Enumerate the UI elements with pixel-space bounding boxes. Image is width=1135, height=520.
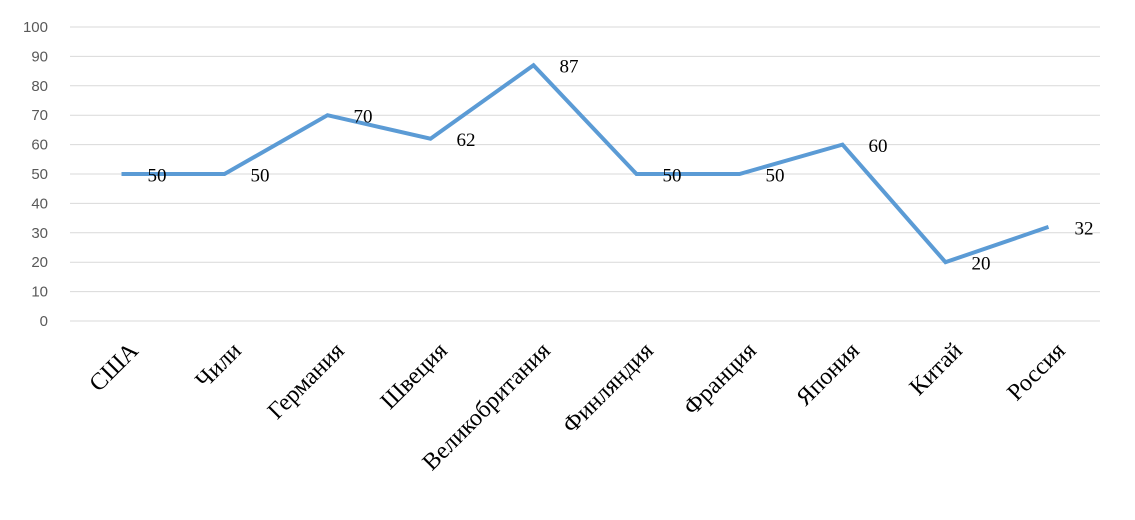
data-label: 50 xyxy=(663,165,682,186)
data-label: 32 xyxy=(1075,218,1094,239)
data-label: 70 xyxy=(354,107,373,128)
y-tick-label: 90 xyxy=(31,48,48,65)
data-label: 20 xyxy=(972,254,991,275)
data-label: 50 xyxy=(251,165,270,186)
x-tick-label: Финляндия xyxy=(558,338,659,439)
y-tick-label: 70 xyxy=(31,107,48,124)
y-tick-label: 0 xyxy=(40,313,48,330)
data-labels: 50 50 70 62 87 50 50 60 20 32 xyxy=(148,57,1094,275)
y-tick-label: 20 xyxy=(31,254,48,271)
y-tick-label: 80 xyxy=(31,78,48,95)
x-tick-label: Россия xyxy=(1002,338,1070,406)
x-tick-label: Швеция xyxy=(376,338,453,415)
y-axis-tick-labels: 0 10 20 30 40 50 60 70 80 90 100 xyxy=(23,19,48,330)
data-label: 62 xyxy=(457,130,476,151)
y-tick-label: 60 xyxy=(31,137,48,154)
data-label: 50 xyxy=(766,165,785,186)
x-tick-label: США xyxy=(85,337,145,397)
y-tick-label: 10 xyxy=(31,284,48,301)
data-label: 50 xyxy=(148,165,167,186)
x-tick-label: Германия xyxy=(263,338,350,425)
x-tick-label: Китай xyxy=(905,338,968,401)
series-lines xyxy=(121,62,1050,265)
x-tick-label: Япония xyxy=(792,338,865,411)
x-tick-label: Чили xyxy=(191,338,247,394)
y-tick-label: 50 xyxy=(31,166,48,183)
data-label: 87 xyxy=(560,57,579,78)
data-label: 60 xyxy=(869,136,888,157)
y-tick-label: 30 xyxy=(31,225,48,242)
y-tick-label: 40 xyxy=(31,195,48,212)
y-tick-label: 100 xyxy=(23,19,48,36)
series-line xyxy=(121,62,1050,265)
x-tick-label: Франция xyxy=(679,338,762,421)
gridlines xyxy=(70,26,1100,322)
